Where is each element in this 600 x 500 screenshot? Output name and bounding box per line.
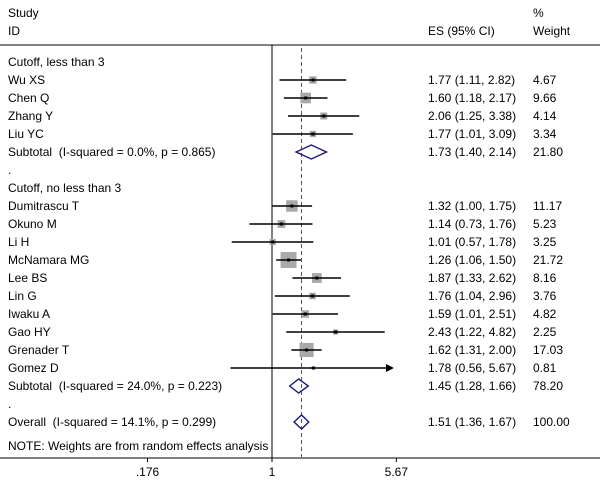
axis-tick-label: 1: [268, 465, 276, 479]
es-ci-text: 1.51 (1.36, 1.67): [428, 415, 517, 429]
es-ci-text: 1.73 (1.40, 2.14): [428, 145, 517, 159]
study-point-marker: [322, 114, 326, 118]
study-point-marker: [271, 240, 275, 244]
arrow-right-icon: [386, 364, 394, 372]
weight-text: 4.82: [533, 307, 557, 321]
es-ci-text: 1.32 (1.00, 1.75): [428, 199, 517, 213]
study-row-label: Grenader T: [8, 343, 70, 357]
study-row-label: Lin G: [8, 289, 37, 303]
subtotal-diamond: [294, 144, 329, 160]
es-ci-text: 1.59 (1.01, 2.51): [428, 307, 517, 321]
weight-text: 2.25: [533, 325, 557, 339]
axis-tick-label: .176: [135, 465, 160, 479]
study-row-label: McNamara MG: [8, 253, 90, 267]
weight-text: 0.81: [533, 361, 557, 375]
study-point-marker: [279, 222, 283, 226]
study-point-marker: [305, 348, 309, 352]
es-ci-text: 1.77 (1.01, 3.09): [428, 127, 517, 141]
study-point-marker: [290, 204, 294, 208]
es-ci-text: 2.06 (1.25, 3.38): [428, 109, 517, 123]
weight-text: 21.72: [533, 253, 564, 267]
weight-text: 3.34: [533, 127, 557, 141]
subtotal-row-label: Subtotal (I-squared = 24.0%, p = 0.223): [8, 379, 223, 393]
weight-text: 9.66: [533, 91, 557, 105]
study-point-marker: [287, 258, 291, 262]
weight-text: 11.17: [533, 199, 563, 213]
study-row-label: Wu XS: [8, 73, 46, 87]
es-ci-text: 1.87 (1.33, 2.62): [428, 271, 517, 285]
axis-tick-label: 5.67: [384, 465, 409, 479]
study-point-marker: [315, 276, 319, 280]
column-header-es-ci: ES (95% CI): [428, 24, 495, 38]
es-ci-text: 1.77 (1.11, 2.82): [428, 73, 516, 87]
weight-text: 4.67: [533, 73, 557, 87]
es-ci-text: 1.76 (1.04, 2.96): [428, 289, 517, 303]
column-header-study: Study: [8, 6, 39, 20]
es-ci-text: 1.14 (0.73, 1.76): [428, 217, 517, 231]
weight-text: 8.16: [533, 271, 557, 285]
note-text: NOTE: Weights are from random effects an…: [8, 439, 269, 453]
study-point-marker: [311, 132, 315, 136]
study-row-label: Gomez D: [8, 361, 59, 375]
study-row-label: Okuno M: [8, 217, 57, 231]
study-point-marker: [311, 366, 315, 370]
weight-text: 5.23: [533, 217, 557, 231]
column-header-id: ID: [8, 24, 20, 38]
weight-text: 3.25: [533, 235, 557, 249]
es-ci-text: 1.01 (0.57, 1.78): [428, 235, 517, 249]
spacer-dot: .: [8, 397, 12, 411]
study-row-label: Dumitrascu T: [8, 199, 80, 213]
study-row-label: Gao HY: [8, 325, 51, 339]
study-point-marker: [311, 294, 315, 298]
study-row-label: Zhang Y: [8, 109, 54, 123]
study-row-label: Iwaku A: [8, 307, 51, 321]
group-label: Cutoff, less than 3: [8, 55, 105, 69]
study-row-label: Li H: [8, 235, 30, 249]
study-point-marker: [304, 96, 308, 100]
weight-text: 4.14: [533, 109, 557, 123]
es-ci-text: 1.26 (1.06, 1.50): [428, 253, 517, 267]
weight-text: 17.03: [533, 343, 564, 357]
study-row-label: Liu YC: [8, 127, 44, 141]
column-header-weight: Weight: [533, 24, 571, 38]
es-ci-text: 1.45 (1.28, 1.66): [428, 379, 517, 393]
column-header-percent: %: [533, 6, 544, 20]
es-ci-text: 2.43 (1.22, 4.82): [428, 325, 517, 339]
study-point-marker: [303, 312, 307, 316]
group-label: Cutoff, no less than 3: [8, 181, 122, 195]
study-row-label: Lee BS: [8, 271, 48, 285]
es-ci-text: 1.78 (0.56, 5.67): [428, 361, 517, 375]
weight-text: 21.80: [533, 145, 564, 159]
weight-text: 100.00: [533, 415, 570, 429]
subtotal-row-label: Subtotal (I-squared = 0.0%, p = 0.865): [8, 145, 216, 159]
study-point-marker: [334, 330, 338, 334]
overall-diamond: [293, 414, 310, 430]
es-ci-text: 1.60 (1.18, 2.17): [428, 91, 517, 105]
es-ci-text: 1.62 (1.31, 2.00): [428, 343, 517, 357]
subtotal-diamond: [288, 378, 310, 394]
spacer-dot: .: [8, 163, 12, 177]
study-row-label: Chen Q: [8, 91, 50, 105]
weight-text: 3.76: [533, 289, 557, 303]
study-point-marker: [311, 78, 315, 82]
weight-text: 78.20: [533, 379, 564, 393]
overall-row-label: Overall (I-squared = 14.1%, p = 0.299): [8, 415, 217, 429]
